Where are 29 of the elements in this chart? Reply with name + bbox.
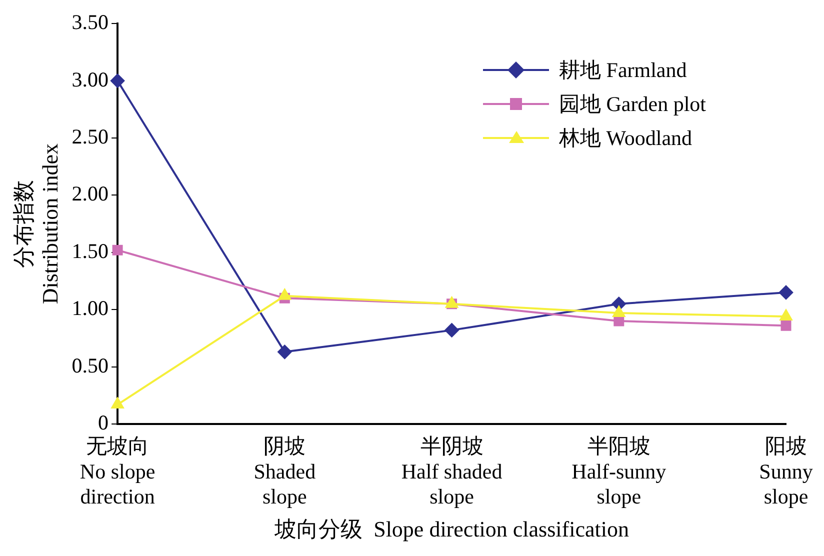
legend-label: 园地 Garden plot — [559, 91, 706, 118]
y-tick-label: 3.00 — [72, 67, 109, 92]
point — [278, 288, 291, 300]
y-tick-label: 2.50 — [72, 124, 109, 149]
legend-label: 林地 Woodland — [559, 125, 692, 152]
y-tick-label: 2.00 — [72, 182, 109, 206]
x-tick-label: 半阳坡 Half-sunny slope — [572, 434, 667, 509]
legend-label: 耕地 Farmland — [559, 57, 687, 84]
x-axis-title: 坡向分级 Slope direction classification — [274, 516, 629, 542]
point — [278, 344, 292, 359]
y-tick-label: 1.00 — [72, 296, 109, 320]
point — [780, 309, 792, 320]
point — [444, 323, 459, 338]
y-tick-label: 1.50 — [72, 238, 109, 263]
point — [780, 320, 792, 331]
y-axis-title: 分布指数 Distribution index — [10, 143, 62, 304]
point — [111, 398, 124, 409]
x-tick-label: 半阴坡 Half shaded slope — [401, 434, 503, 509]
x-tick-label: 阳坡 Sunny slope — [759, 434, 814, 509]
x-tick-label: 阴坡 Shaded slope — [254, 434, 316, 509]
y-tick-label: 0 — [98, 410, 109, 435]
point — [112, 244, 123, 256]
point — [612, 306, 626, 318]
y-tick-label: 3.50 — [72, 10, 109, 34]
point — [110, 74, 125, 88]
point — [614, 316, 624, 326]
y-tick-label: 0.50 — [72, 353, 109, 378]
point — [779, 285, 793, 300]
x-tick-label: 无坡向 No slope direction — [80, 434, 156, 509]
